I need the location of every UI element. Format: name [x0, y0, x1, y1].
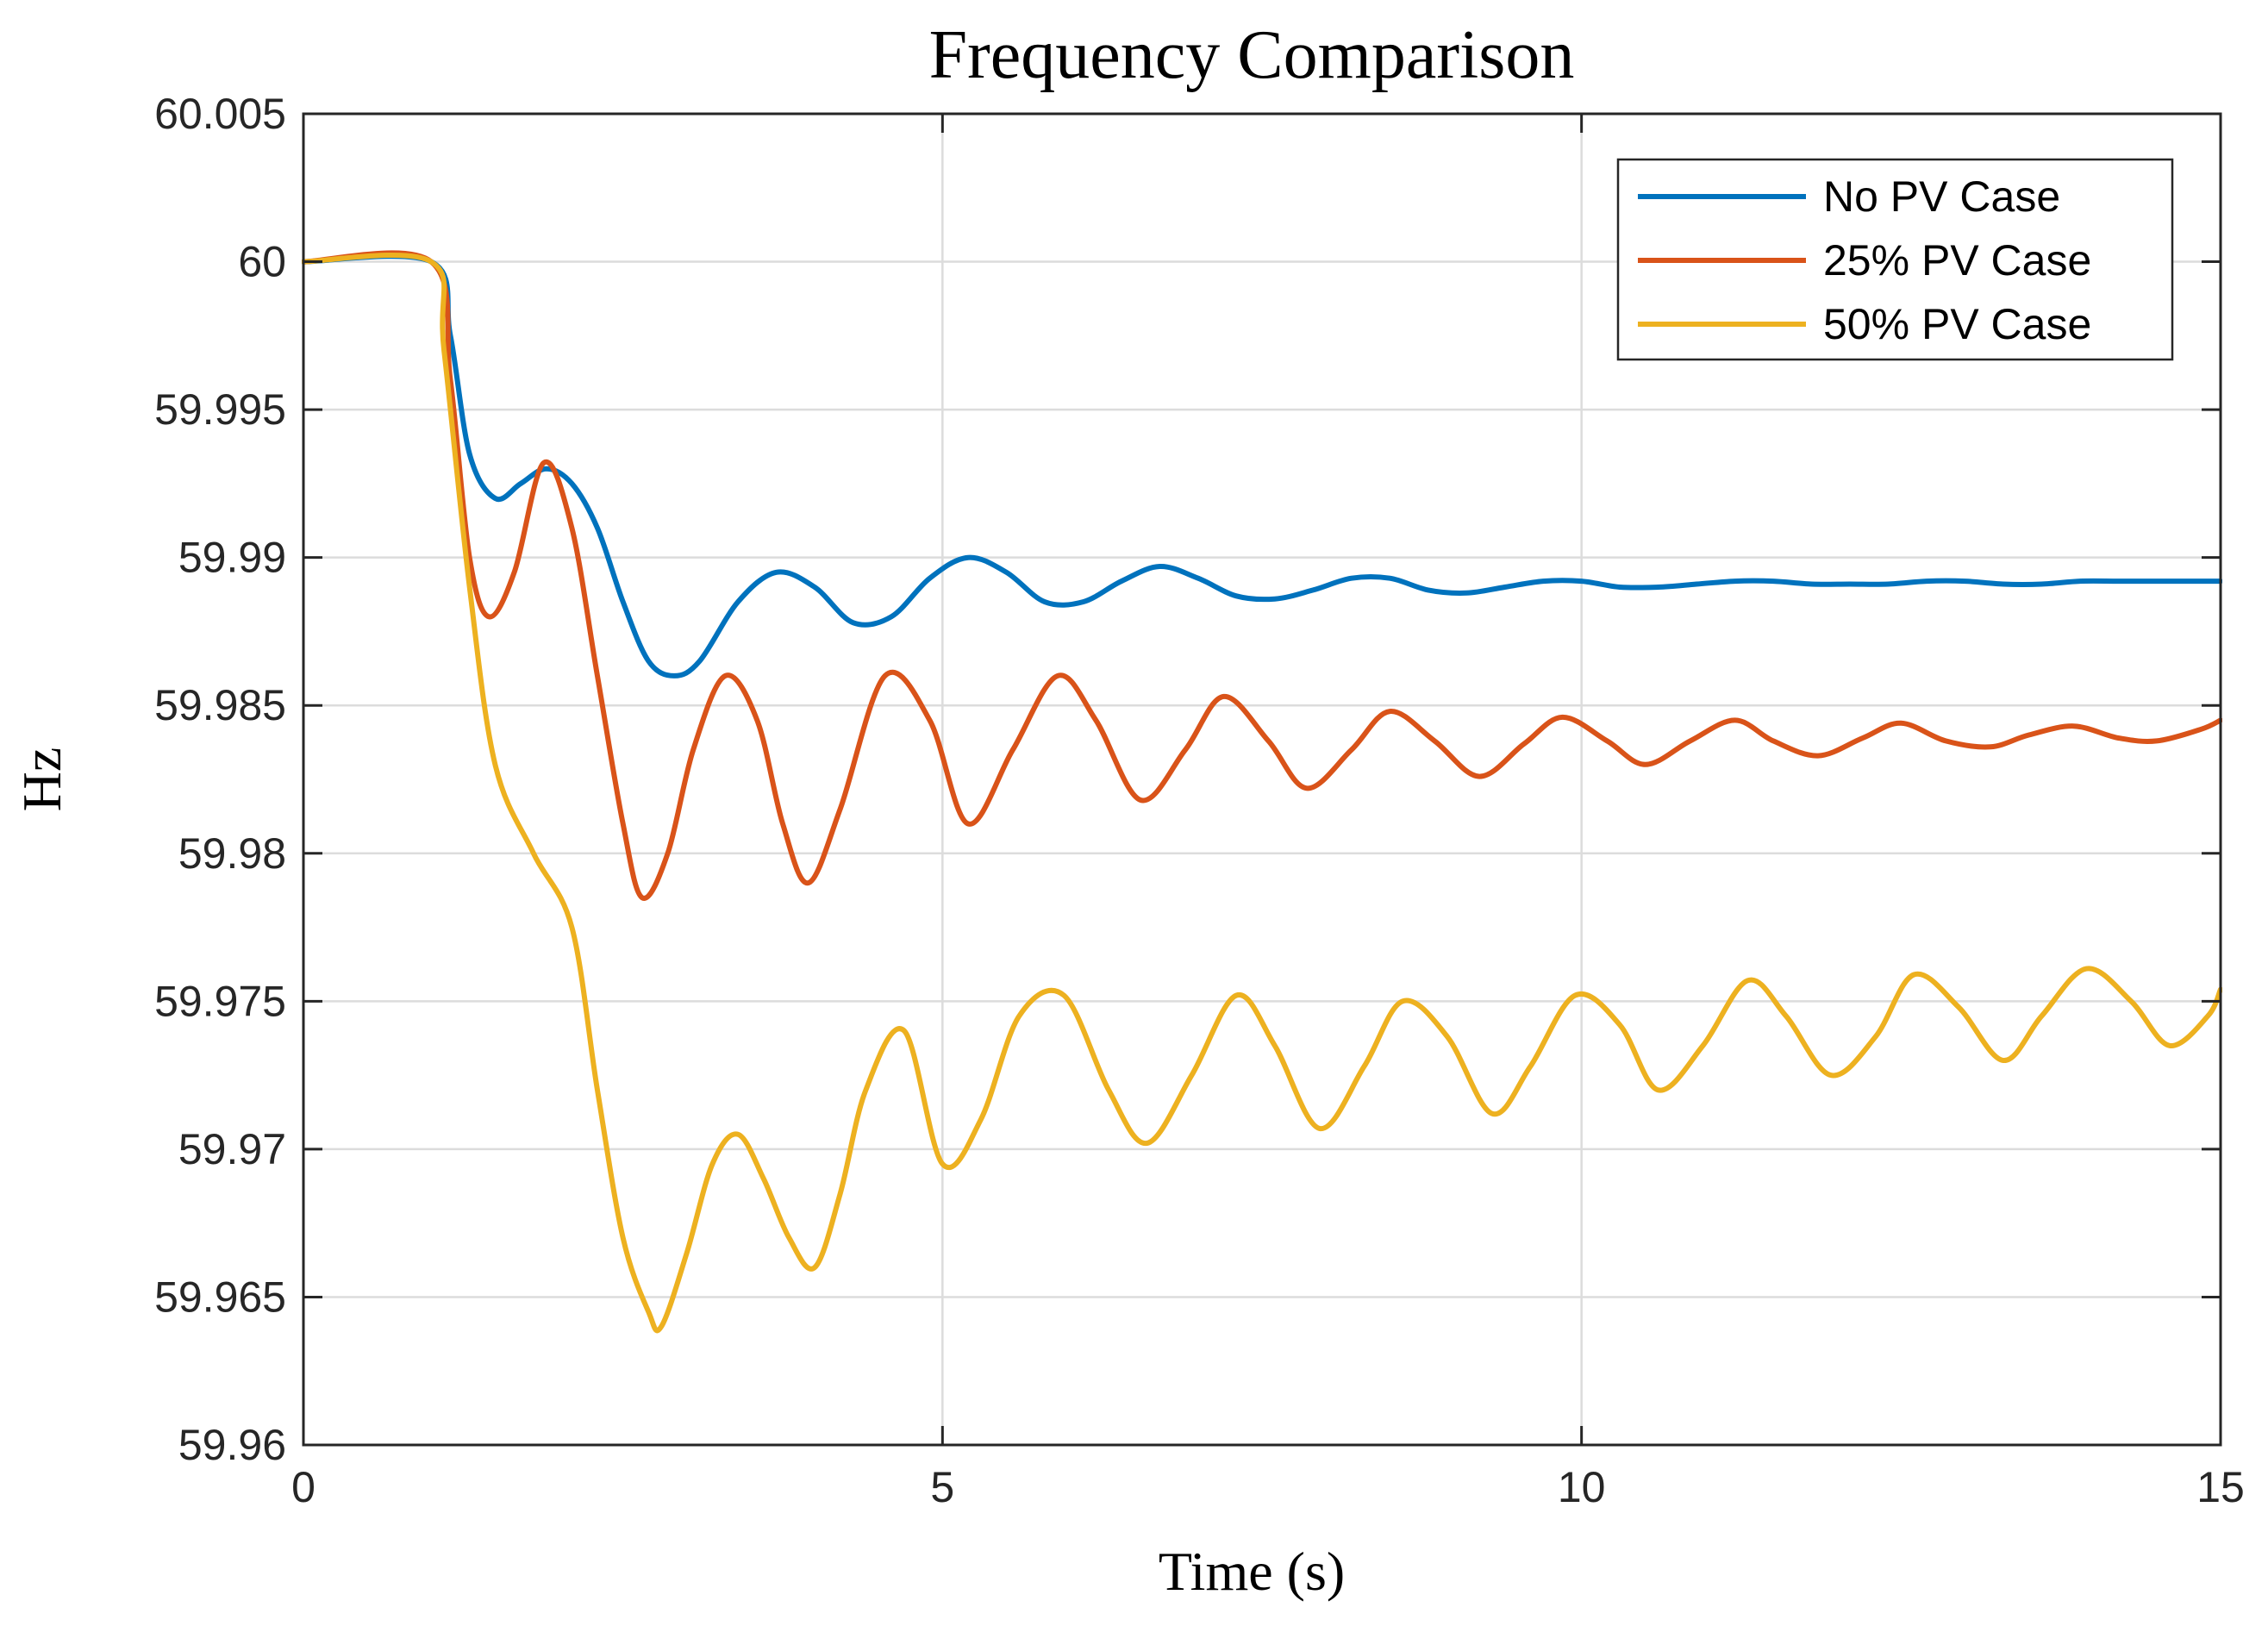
x-tick-label: 0 [291, 1463, 316, 1511]
y-axis-label: Hz [11, 747, 72, 812]
y-tick-label: 59.98 [178, 829, 286, 878]
y-tick-label: 60.005 [154, 90, 286, 138]
legend: No PV Case 25% PV Case 50% PV Case [1616, 158, 2174, 361]
axis-ticks: 0 5 10 15 59.96 59.965 59.97 59.975 59.98 59.985 5… [154, 90, 2245, 1511]
chart-title: Frequency Comparison [929, 17, 1575, 93]
x-tick-label: 10 [1558, 1463, 1606, 1511]
legend-label: 25% PV Case [1823, 236, 2091, 285]
series-lines [302, 250, 2222, 1334]
y-tick-label: 59.99 [178, 534, 286, 582]
y-tick-label: 59.985 [154, 681, 286, 729]
x-axis-label: Time (s) [1159, 1541, 1345, 1602]
y-tick-label: 59.965 [154, 1273, 286, 1321]
y-tick-label: 59.97 [178, 1125, 286, 1173]
series-line-1 [302, 250, 2222, 901]
y-tick-label: 60 [238, 238, 286, 286]
x-tick-label: 15 [2196, 1463, 2245, 1511]
plot-frame [302, 112, 2222, 1447]
x-tick-label: 5 [930, 1463, 954, 1511]
series-line-2 [302, 252, 2222, 1334]
legend-label: No PV Case [1823, 172, 2060, 221]
y-tick-label: 59.975 [154, 977, 286, 1025]
series-line-0 [302, 253, 2222, 679]
legend-label: 50% PV Case [1823, 300, 2091, 348]
y-tick-label: 59.995 [154, 385, 286, 434]
y-tick-label: 59.96 [178, 1421, 286, 1469]
